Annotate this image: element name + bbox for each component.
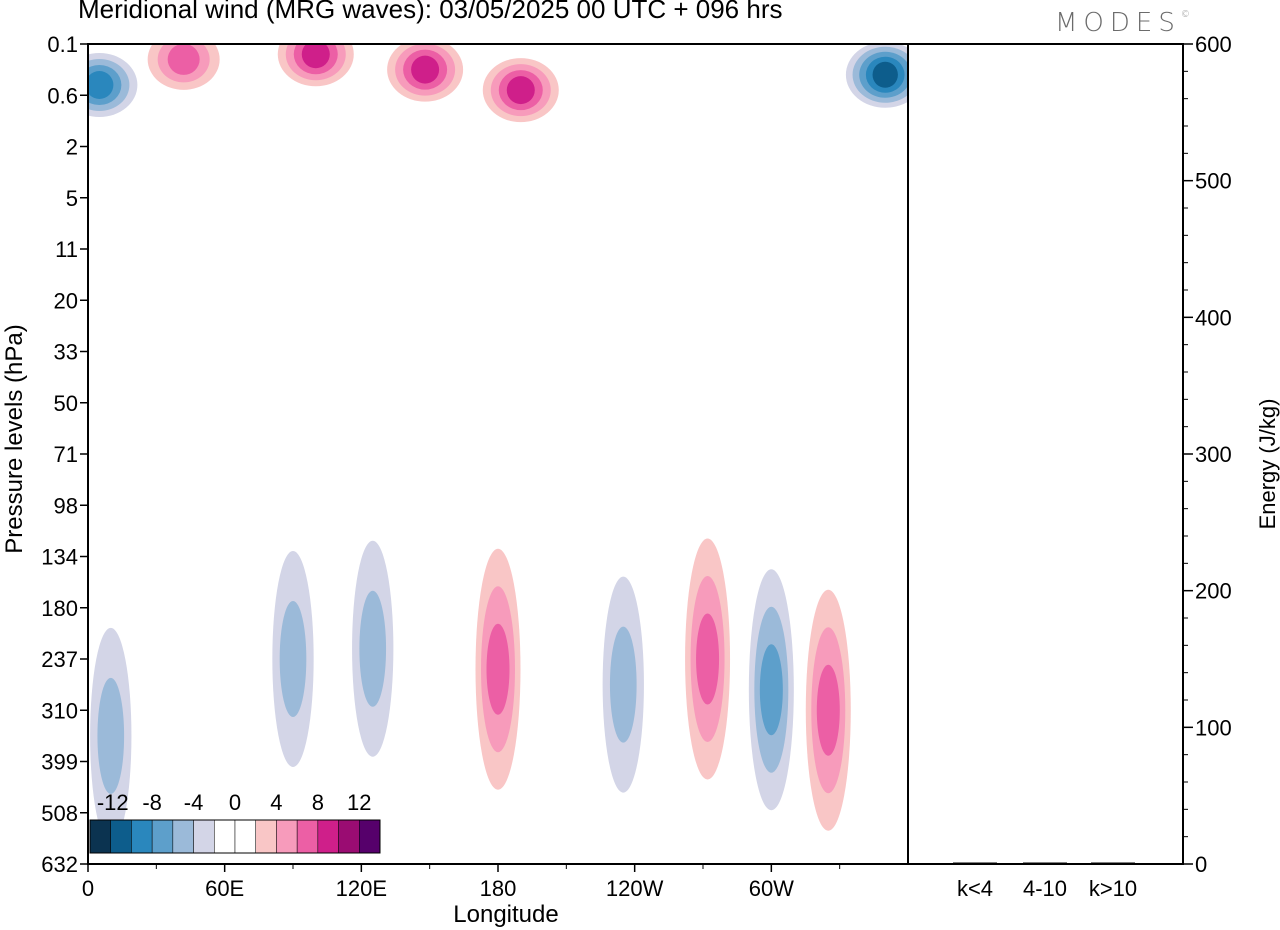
colorbar-swatch	[89, 819, 111, 854]
contour-patch	[696, 613, 720, 705]
y-tick-label: 508	[41, 801, 78, 826]
y-tick-label: 11	[55, 237, 78, 262]
contour-patch	[816, 664, 840, 756]
y-tick-label: 0.1	[47, 32, 78, 57]
colorbar-swatch	[338, 819, 360, 854]
y-tick-label: 399	[41, 750, 78, 775]
y-tick-label: 2	[66, 135, 78, 160]
contour-patch	[486, 623, 510, 715]
colorbar-swatch	[296, 819, 319, 854]
x-tick-label: 60E	[205, 876, 244, 901]
y-tick-label: 632	[41, 852, 78, 877]
colorbar-swatch	[110, 819, 132, 854]
colorbar-swatch	[214, 819, 236, 854]
colorbar-label: 0	[229, 790, 241, 815]
colorbar-label: 8	[312, 790, 324, 815]
energy-bar	[1091, 862, 1135, 864]
colorbar-label: 4	[270, 790, 282, 815]
x-tick-label: 120E	[336, 876, 387, 901]
contour-patch	[411, 55, 440, 84]
x-tick-label: 120W	[606, 876, 664, 901]
x-tick-label: 180	[480, 876, 517, 901]
chart-title: Meridional wind (MRG waves): 03/05/2025 …	[78, 0, 783, 24]
energy-tick-label: 300	[1195, 442, 1232, 467]
colorbar-swatch	[131, 819, 153, 854]
colorbar-swatch	[276, 819, 298, 854]
contour-patch	[88, 71, 114, 99]
contour-patch	[97, 677, 125, 794]
colorbar-swatch	[359, 819, 381, 854]
colorbar-frame	[89, 819, 381, 854]
energy-bar	[953, 862, 997, 864]
energy-axis-label: Energy (J/kg)	[1255, 399, 1280, 530]
energy-tick-label: 200	[1195, 579, 1232, 604]
y-tick-label: 134	[41, 545, 78, 570]
logo-mark: ©	[1180, 10, 1190, 20]
y-tick-label: 98	[54, 493, 78, 518]
energy-category-label: k<4	[957, 876, 993, 901]
contour-patch	[609, 626, 637, 743]
contour-patch	[506, 76, 535, 105]
contour-patch	[872, 61, 898, 88]
x-tick-label: 60W	[749, 876, 794, 901]
y-axis-label: Pressure levels (hPa)	[1, 324, 28, 553]
energy-frame	[907, 43, 1184, 865]
energy-tick-label: 600	[1195, 32, 1232, 57]
y-tick-label: 71	[54, 442, 78, 467]
energy-category-label: 4-10	[1023, 876, 1067, 901]
energy-bar	[1023, 862, 1067, 864]
y-tick-label: 20	[54, 288, 78, 313]
colorbar-label: -12	[97, 790, 129, 815]
colorbar-swatch	[255, 819, 277, 854]
colorbar-label: 12	[347, 790, 371, 815]
energy-tick-label: 100	[1195, 715, 1232, 740]
colorbar-swatch	[172, 819, 194, 854]
logo-text: MODES	[1055, 8, 1181, 38]
colorbar-swatch	[193, 819, 215, 854]
energy-tick-label: 0	[1195, 852, 1207, 877]
y-tick-label: 237	[41, 647, 78, 672]
y-tick-label: 5	[66, 186, 78, 211]
colorbar-swatch	[234, 819, 256, 854]
colorbar-label: -4	[184, 790, 204, 815]
colorbar-label: -8	[142, 790, 162, 815]
y-tick-label: 33	[54, 340, 78, 365]
contour-field	[88, 44, 908, 864]
x-axis-label: Longitude	[453, 901, 558, 928]
energy-tick-label: 400	[1195, 305, 1232, 330]
colorbar-swatch	[317, 819, 339, 854]
contour-patch	[167, 44, 200, 75]
colorbar-swatch	[151, 819, 174, 854]
y-tick-label: 50	[54, 391, 78, 416]
modes-logo: MODES©	[1055, 8, 1190, 38]
y-tick-label: 180	[41, 596, 78, 621]
y-tick-label: 310	[41, 698, 78, 723]
contour-patch	[279, 601, 307, 717]
y-tick-label: 0.6	[47, 83, 78, 108]
energy-category-label: k>10	[1089, 876, 1137, 901]
contour-patch	[301, 44, 330, 69]
contour-patch	[359, 590, 387, 707]
contour-patch	[759, 644, 783, 736]
energy-tick-label: 500	[1195, 169, 1232, 194]
x-tick-label: 0	[82, 876, 94, 901]
